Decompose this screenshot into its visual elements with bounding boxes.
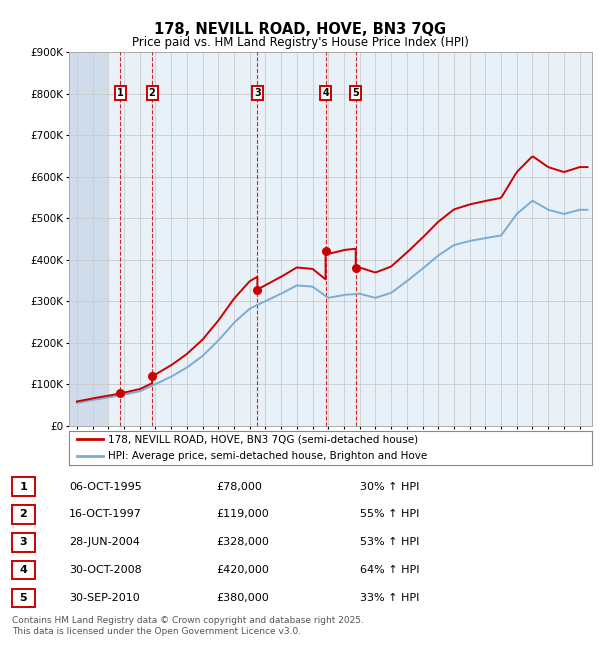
Bar	[69, 52, 107, 426]
Text: HPI: Average price, semi-detached house, Brighton and Hove: HPI: Average price, semi-detached house,…	[108, 451, 427, 462]
Text: 30-OCT-2008: 30-OCT-2008	[69, 566, 142, 575]
Text: 2: 2	[20, 510, 27, 519]
Text: 30% ↑ HPI: 30% ↑ HPI	[360, 482, 419, 491]
Text: £380,000: £380,000	[216, 593, 269, 603]
Text: £78,000: £78,000	[216, 482, 262, 491]
Text: 5: 5	[352, 88, 359, 98]
Text: 64% ↑ HPI: 64% ↑ HPI	[360, 566, 419, 575]
Text: 178, NEVILL ROAD, HOVE, BN3 7QG (semi-detached house): 178, NEVILL ROAD, HOVE, BN3 7QG (semi-de…	[108, 434, 418, 445]
Text: 33% ↑ HPI: 33% ↑ HPI	[360, 593, 419, 603]
Text: 28-JUN-2004: 28-JUN-2004	[69, 538, 140, 547]
Text: 30-SEP-2010: 30-SEP-2010	[69, 593, 140, 603]
Text: 178, NEVILL ROAD, HOVE, BN3 7QG: 178, NEVILL ROAD, HOVE, BN3 7QG	[154, 22, 446, 38]
Text: 16-OCT-1997: 16-OCT-1997	[69, 510, 142, 519]
Text: £119,000: £119,000	[216, 510, 269, 519]
Text: £328,000: £328,000	[216, 538, 269, 547]
Text: 2: 2	[149, 88, 155, 98]
Text: 5: 5	[20, 593, 27, 603]
Text: 1: 1	[117, 88, 124, 98]
Text: 3: 3	[254, 88, 261, 98]
Text: Contains HM Land Registry data © Crown copyright and database right 2025.
This d: Contains HM Land Registry data © Crown c…	[12, 616, 364, 636]
Bar	[69, 52, 107, 426]
Text: 4: 4	[322, 88, 329, 98]
Text: 55% ↑ HPI: 55% ↑ HPI	[360, 510, 419, 519]
Text: 1: 1	[20, 482, 27, 491]
Text: 06-OCT-1995: 06-OCT-1995	[69, 482, 142, 491]
Text: £420,000: £420,000	[216, 566, 269, 575]
Text: Price paid vs. HM Land Registry's House Price Index (HPI): Price paid vs. HM Land Registry's House …	[131, 36, 469, 49]
Text: 3: 3	[20, 538, 27, 547]
Text: 4: 4	[19, 566, 28, 575]
Text: 53% ↑ HPI: 53% ↑ HPI	[360, 538, 419, 547]
